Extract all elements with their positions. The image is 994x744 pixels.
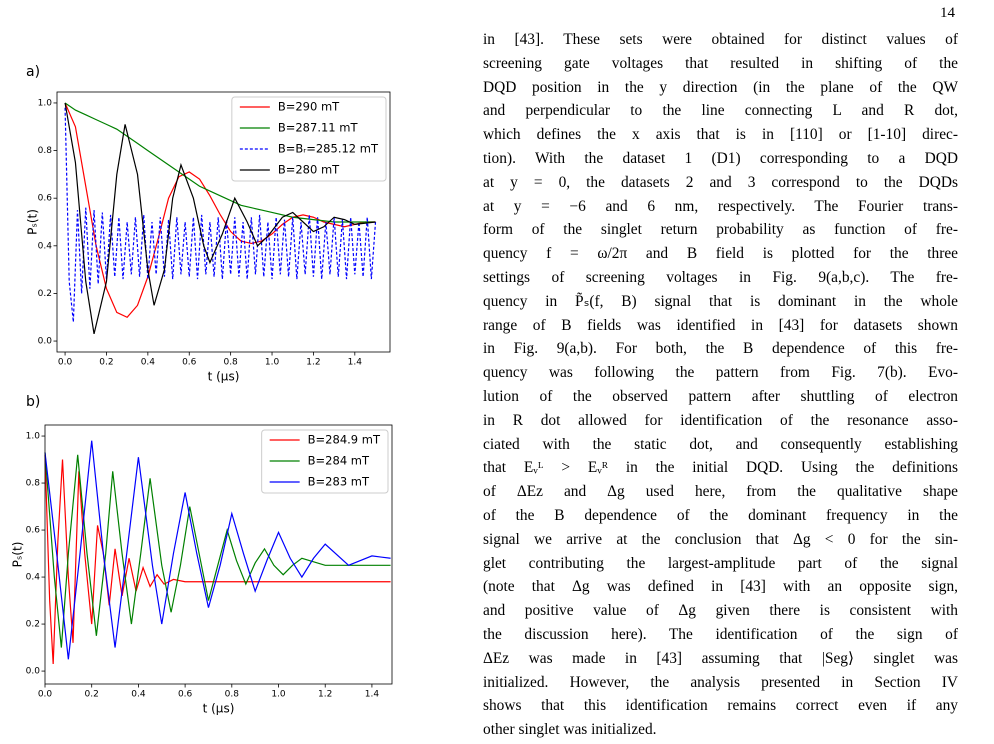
x-tick-label: 1.0 [271, 690, 286, 700]
text-line: screening gate voltages that resulted in… [483, 54, 958, 72]
text-line: at y = −6 and 6 nm, respectively. The Fo… [483, 197, 958, 215]
data-line [64, 102, 376, 335]
text-line: settings of screening voltages in Fig. 9… [483, 268, 958, 286]
page-number: 14 [940, 5, 955, 21]
y-tick-label: 0.2 [38, 289, 52, 299]
text-line: of the B dependence of the dominant freq… [483, 506, 958, 524]
axes-frame [56, 91, 391, 353]
panel-label: b) [26, 394, 40, 410]
text-line: quency was following the pattern from Fi… [483, 364, 958, 382]
data-line [64, 107, 377, 323]
legend-label: B=283 mT [308, 475, 370, 489]
chart: b) 0.0 0.2 0.4 0.6 0.8 1.0 1.2 1.4 0.0 0.2 0.4 0.6 0.… [11, 394, 393, 716]
x-tick-label: 0.4 [141, 358, 156, 368]
text-line: in [43]. These sets were obtained for di… [483, 31, 958, 48]
text-line: form of the singlet return probability a… [483, 221, 958, 239]
text-line: that Eᵥᴸ > Eᵥᴿ in the initial DQD. Using… [483, 459, 958, 477]
x-axis-label: t (μs) [203, 702, 235, 716]
x-tick-label: 0.6 [178, 690, 193, 700]
x-tick-label: 0.4 [131, 690, 146, 700]
data-line [44, 440, 391, 660]
text-line: (note that Δg was defined in [43] with a… [483, 578, 958, 596]
y-axis-label: Pₛ(t) [11, 542, 25, 568]
x-tick-label: 1.2 [318, 690, 332, 700]
text-line: and perpendicular to the line connecting… [483, 102, 958, 120]
text-line: glet contributing the largest-amplitude … [483, 554, 958, 572]
y-tick-label: 0.8 [26, 479, 41, 489]
text-line: ciated with the static dot, and conseque… [483, 435, 958, 453]
legend-label: B=280 mT [278, 163, 340, 177]
x-tick-label: 1.0 [265, 358, 280, 368]
y-tick-label: 0.4 [38, 241, 53, 251]
legend-label: B=284 mT [308, 454, 370, 468]
text-line: at y = 0, the datasets 2 and 3 correspon… [483, 173, 958, 191]
y-tick-label: 0.6 [38, 194, 53, 204]
x-tick-label: 0.0 [38, 690, 53, 700]
text-line: of ΔEᴢ and Δg used here, from the qualit… [483, 483, 958, 501]
text-line: quency in P̃ₛ(f, B) signal that is domin… [483, 292, 958, 310]
y-axis-label: Pₛ(t) [26, 209, 40, 235]
x-tick-label: 1.4 [348, 358, 363, 368]
data-line [64, 102, 376, 318]
y-tick-label: 0.2 [26, 620, 40, 630]
text-line: and positive value of Δg given there is … [483, 602, 958, 620]
y-tick-label: 0.4 [26, 573, 41, 583]
text-line: the discussion here). The identification… [483, 625, 958, 643]
legend-label: B=287.11 mT [278, 121, 359, 135]
y-tick-label: 0.0 [38, 337, 53, 347]
text-line: initialized. However, the analysis prese… [483, 673, 958, 691]
text-line: tion). With the dataset 1 (D1) correspon… [483, 149, 958, 167]
text-line: DQD position in the y direction (in the … [483, 78, 958, 96]
y-tick-label: 1.0 [26, 432, 41, 442]
panel-label: a) [26, 64, 40, 80]
text-line: in Fig. 9(a,b). For both, the B dependen… [483, 340, 958, 358]
axes-frame [44, 424, 393, 685]
legend-box [261, 429, 389, 494]
y-tick-label: 0.8 [38, 146, 53, 156]
text-line: other singlet was initialized. [483, 721, 657, 739]
x-axis-label: t (μs) [208, 370, 240, 384]
data-line [64, 102, 376, 223]
x-tick-label: 0.2 [85, 690, 99, 700]
x-tick-label: 1.2 [306, 358, 320, 368]
text-line: signal we arrive at the conclusion that … [483, 530, 958, 548]
chart: a) 0.0 0.2 0.4 0.6 0.8 1.0 1.2 1.4 0.0 0.2 0.4 0.6 0.… [26, 64, 391, 384]
legend-label: B=Bᵣ=285.12 mT [278, 142, 379, 156]
y-tick-label: 0.0 [26, 667, 41, 677]
body-text: in [43]. These sets were obtained for di… [483, 28, 958, 742]
legend: B=290 mT B=287.11 mT B=Bᵣ=285.12 mT B=280 m… [231, 96, 387, 182]
legend-label: B=290 mT [278, 100, 340, 114]
x-tick-label: 0.8 [223, 358, 238, 368]
x-tick-label: 0.2 [99, 358, 113, 368]
legend-label: B=284.9 mT [308, 433, 381, 447]
y-tick-label: 1.0 [38, 98, 53, 108]
figure: a) 0.0 0.2 0.4 0.6 0.8 1.0 1.2 1.4 0.0 0.2 0.4 0.6 0.… [11, 64, 393, 716]
x-tick-label: 0.0 [58, 358, 73, 368]
text-line: ΔEᴢ was made in [43] assuming that |Seg⟩… [483, 649, 958, 667]
text-line: which defines the x axis that is in [110… [483, 126, 958, 144]
data-line [44, 452, 391, 648]
text-line: quency f = ω/2π and B field is plotted f… [483, 245, 958, 263]
text-line: range of B fields was identified in [43]… [483, 316, 958, 334]
text-line: lution of the observed pattern after shu… [483, 387, 958, 405]
y-tick-label: 0.6 [26, 526, 41, 536]
x-tick-label: 0.6 [182, 358, 197, 368]
legend-box [231, 96, 387, 182]
legend: B=284.9 mT B=284 mT B=283 mT [261, 429, 389, 494]
text-line: in R dot allowed for identification of t… [483, 411, 958, 429]
x-tick-label: 1.4 [365, 690, 380, 700]
text-line: shows that this identification remains c… [483, 697, 958, 715]
x-tick-label: 0.8 [225, 690, 240, 700]
